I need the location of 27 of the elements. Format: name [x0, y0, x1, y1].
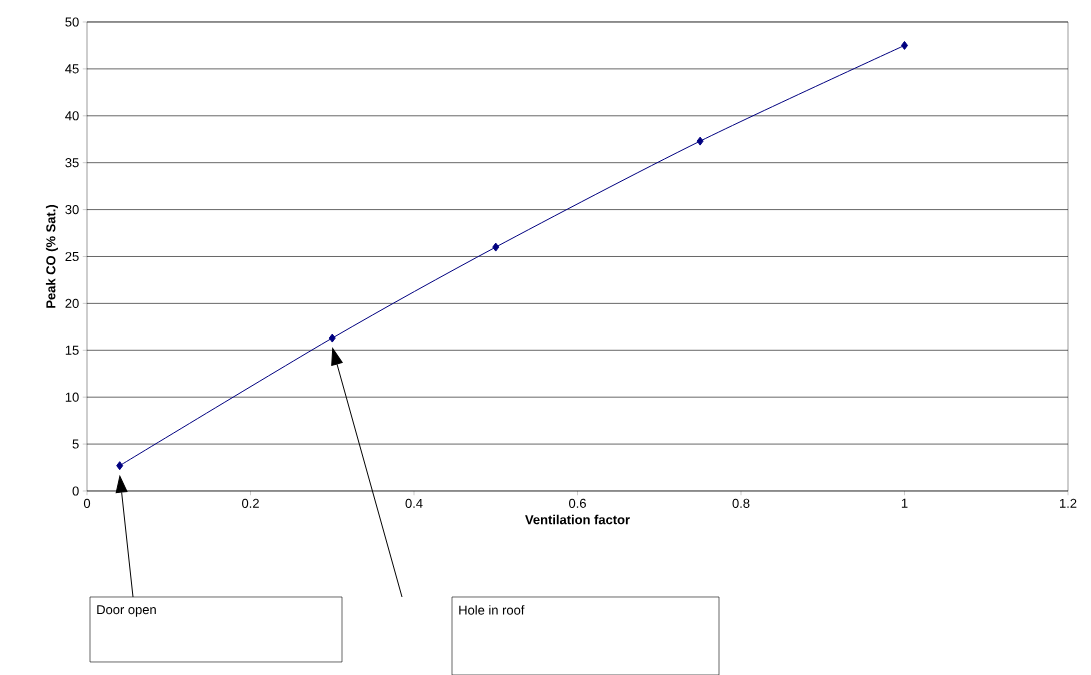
- y-tick-label: 30: [65, 204, 79, 215]
- y-tick-label: 25: [65, 251, 79, 261]
- point: [901, 40, 908, 50]
- y-tick-label: 0: [72, 486, 79, 496]
- y-tick-label: 10: [65, 392, 79, 402]
- x-axis-title: Ventilation factor: [525, 514, 630, 525]
- point: [328, 333, 336, 343]
- x-tick-label: 0.6: [569, 498, 586, 508]
- y-tick-label: 40: [65, 111, 79, 121]
- x-tick-label: 1.2: [1059, 498, 1077, 508]
- x-tick-label: 0.8: [732, 498, 750, 508]
- y-axis-title: Peak CO (% Sat.): [45, 204, 58, 308]
- x-tick-label: 1: [901, 498, 908, 508]
- point: [696, 136, 704, 146]
- y-tick-label: 35: [65, 157, 79, 168]
- point: [492, 242, 500, 252]
- text: Hole in roof: [459, 605, 525, 615]
- y-tick-label: 5: [72, 439, 79, 449]
- y-tick-label: 50: [65, 17, 79, 27]
- y-tick-label: 20: [65, 298, 79, 308]
- y-tick-label: 15: [65, 345, 79, 355]
- point: [116, 461, 124, 470]
- x-tick-label: 0.2: [242, 498, 259, 508]
- x-tick-label: 0.4: [405, 498, 423, 508]
- y-tick-label: 45: [65, 64, 79, 74]
- text: Door open: [97, 605, 156, 617]
- x-tick-label: 0: [83, 498, 91, 508]
